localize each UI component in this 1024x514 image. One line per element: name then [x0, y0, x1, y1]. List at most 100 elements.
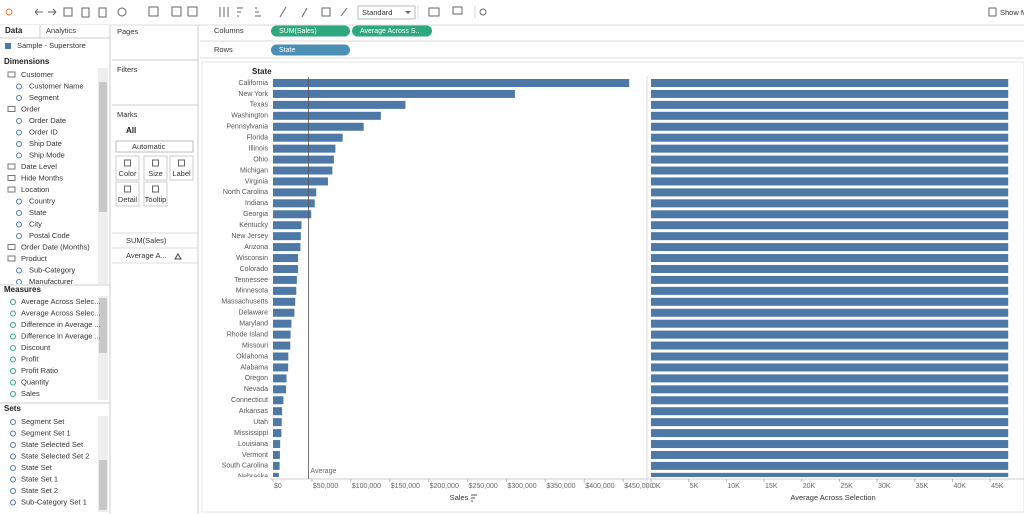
logo-icon[interactable]: [5, 8, 13, 16]
set[interactable]: State Selected Set 2: [21, 451, 89, 460]
bar[interactable]: [273, 210, 312, 219]
row-label[interactable]: Massachusetts: [221, 299, 268, 306]
pill-label[interactable]: SUM(Sales): [279, 28, 317, 35]
pill[interactable]: [352, 25, 432, 37]
dimension[interactable]: State: [29, 208, 47, 217]
dimension[interactable]: Country: [29, 196, 56, 205]
bar[interactable]: [651, 385, 1009, 394]
bar[interactable]: [651, 275, 1009, 284]
size-button[interactable]: [143, 155, 168, 181]
row-label[interactable]: Nebraska: [238, 474, 268, 481]
sort-asc-icon[interactable]: [237, 7, 243, 17]
bar[interactable]: [651, 254, 1009, 263]
measure[interactable]: Difference in Average ...: [21, 331, 101, 340]
bar[interactable]: [273, 363, 289, 372]
set[interactable]: State Set 1: [21, 474, 58, 483]
bar[interactable]: [273, 429, 282, 438]
bar[interactable]: [651, 396, 1009, 405]
dimension[interactable]: Order Date (Months): [21, 242, 90, 251]
bar[interactable]: [651, 133, 1009, 142]
row-label[interactable]: Wisconsin: [236, 255, 268, 262]
pill-label[interactable]: Average Across S..: [360, 28, 419, 35]
undo-icon[interactable]: [34, 8, 43, 16]
share-icon[interactable]: [479, 8, 487, 16]
measure[interactable]: Profit Ratio: [21, 366, 58, 375]
bar[interactable]: [273, 297, 296, 306]
row-label[interactable]: Florida: [247, 135, 269, 142]
bar[interactable]: [651, 232, 1009, 241]
bar[interactable]: [273, 133, 343, 142]
bar[interactable]: [273, 440, 281, 449]
row-label[interactable]: Utah: [253, 419, 268, 426]
row-label[interactable]: Arizona: [244, 244, 268, 251]
dimension[interactable]: Segment: [29, 93, 60, 102]
dimension[interactable]: Sub-Category: [29, 265, 76, 274]
mark-type-dropdown[interactable]: [115, 140, 194, 153]
bar[interactable]: [651, 166, 1009, 175]
save-icon[interactable]: [63, 7, 73, 17]
bar[interactable]: [273, 100, 406, 109]
dimension[interactable]: City: [29, 219, 42, 228]
tab[interactable]: Data: [5, 26, 23, 35]
row-label[interactable]: North Carolina: [223, 189, 268, 196]
row-label[interactable]: Nevada: [244, 386, 268, 393]
row-label[interactable]: New Jersey: [231, 233, 268, 240]
row-label[interactable]: Louisiana: [238, 441, 268, 448]
scrollbar-thumb[interactable]: [99, 82, 107, 212]
bar[interactable]: [273, 407, 283, 416]
bar[interactable]: [273, 461, 280, 470]
row-label[interactable]: Oregon: [245, 375, 268, 382]
bar[interactable]: [651, 407, 1009, 416]
dimension[interactable]: Ship Mode: [29, 150, 65, 159]
bar[interactable]: [651, 440, 1009, 449]
dimension[interactable]: Product: [21, 254, 48, 263]
bar[interactable]: [651, 210, 1009, 219]
set[interactable]: State Set: [21, 463, 53, 472]
dimension[interactable]: Location: [21, 185, 49, 194]
bar[interactable]: [273, 450, 280, 459]
bar[interactable]: [651, 221, 1009, 230]
dimension[interactable]: Order Date: [29, 116, 66, 125]
scrollbar-thumb[interactable]: [99, 298, 107, 353]
row-label[interactable]: South Carolina: [222, 463, 268, 470]
bar[interactable]: [273, 177, 328, 186]
bar[interactable]: [651, 264, 1009, 273]
bar[interactable]: [651, 100, 1009, 109]
set[interactable]: Segment Set: [21, 417, 65, 426]
dimension[interactable]: Order: [21, 104, 41, 113]
bar[interactable]: [273, 232, 301, 241]
row-label[interactable]: Missouri: [242, 342, 269, 349]
bar[interactable]: [273, 243, 301, 252]
bar[interactable]: [651, 155, 1009, 164]
row-label[interactable]: Texas: [250, 102, 269, 109]
label-button[interactable]: [169, 155, 194, 181]
bar[interactable]: [651, 89, 1009, 98]
bar[interactable]: [273, 308, 295, 317]
bar[interactable]: [273, 199, 315, 208]
row-label[interactable]: Illinois: [249, 145, 269, 152]
row-label[interactable]: Indiana: [245, 200, 268, 207]
bar[interactable]: [651, 472, 1009, 481]
group-icon[interactable]: [301, 7, 308, 18]
bar[interactable]: [651, 111, 1009, 120]
bar[interactable]: [273, 472, 279, 481]
bar[interactable]: [651, 341, 1009, 350]
row-label[interactable]: Alabama: [240, 364, 268, 371]
row-label[interactable]: Oklahoma: [236, 353, 268, 360]
bar[interactable]: [651, 352, 1009, 361]
row-label[interactable]: Minnesota: [236, 288, 268, 295]
bar[interactable]: [651, 374, 1009, 383]
bar[interactable]: [651, 418, 1009, 427]
row-label[interactable]: Kentucky: [239, 222, 268, 229]
row-label[interactable]: Georgia: [243, 211, 268, 218]
set[interactable]: State Selected Set: [21, 440, 84, 449]
new-datasource-icon[interactable]: [81, 7, 90, 18]
marks-button[interactable]: Size: [148, 169, 163, 178]
bar[interactable]: [273, 89, 515, 98]
set[interactable]: Segment Set 1: [21, 428, 71, 437]
bar[interactable]: [273, 275, 297, 284]
fit-dropdown[interactable]: [357, 5, 416, 20]
row-label[interactable]: Pennsylvania: [226, 124, 268, 131]
row-label[interactable]: Virginia: [245, 178, 268, 185]
marks-button[interactable]: Tooltip: [145, 195, 167, 204]
